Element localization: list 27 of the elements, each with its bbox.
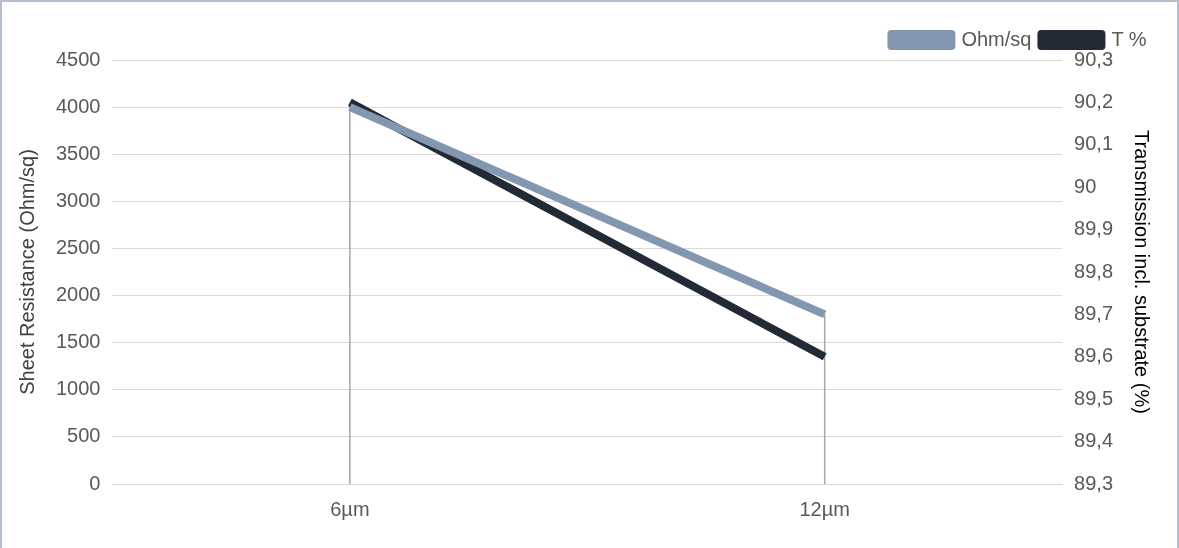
y-tick-label: 2500 — [55, 235, 101, 258]
y-tick-label: 1000 — [55, 377, 101, 400]
y-tick-label: 4500 — [55, 47, 101, 70]
x-tick-label: 12µm — [799, 497, 850, 520]
y2-tick-label: 90,2 — [1074, 89, 1114, 112]
y-tick-label: 3000 — [55, 188, 101, 211]
y2-tick-label: 90,3 — [1074, 47, 1114, 70]
legend-label: Ohm/sq — [961, 27, 1032, 50]
y-tick-label: 500 — [67, 424, 101, 447]
y-tick-label: 1500 — [55, 330, 101, 353]
y-tick-label: 2000 — [55, 283, 101, 306]
y2-tick-label: 89,6 — [1074, 344, 1114, 367]
y2-tick-label: 89,4 — [1074, 429, 1114, 452]
y-tick-label: 0 — [89, 471, 101, 494]
y-tick-label: 3500 — [55, 141, 101, 164]
y2-tick-label: 90,1 — [1074, 132, 1114, 155]
x-tick-label: 6µm — [330, 497, 370, 520]
y2-tick-label: 90 — [1074, 174, 1097, 197]
y-tick-label: 4000 — [55, 94, 101, 117]
y2-tick-label: 89,8 — [1074, 259, 1114, 282]
y-axis-title: Sheet Resistance (Ohm/sq) — [15, 149, 38, 395]
y2-tick-label: 89,9 — [1074, 217, 1114, 240]
y2-axis-title: Transmission incl. substrate (%) — [1131, 130, 1154, 414]
y2-tick-label: 89,3 — [1074, 471, 1114, 494]
legend-label: T % — [1111, 27, 1147, 50]
y2-tick-label: 89,7 — [1074, 301, 1114, 324]
y2-tick-label: 89,5 — [1074, 386, 1114, 409]
